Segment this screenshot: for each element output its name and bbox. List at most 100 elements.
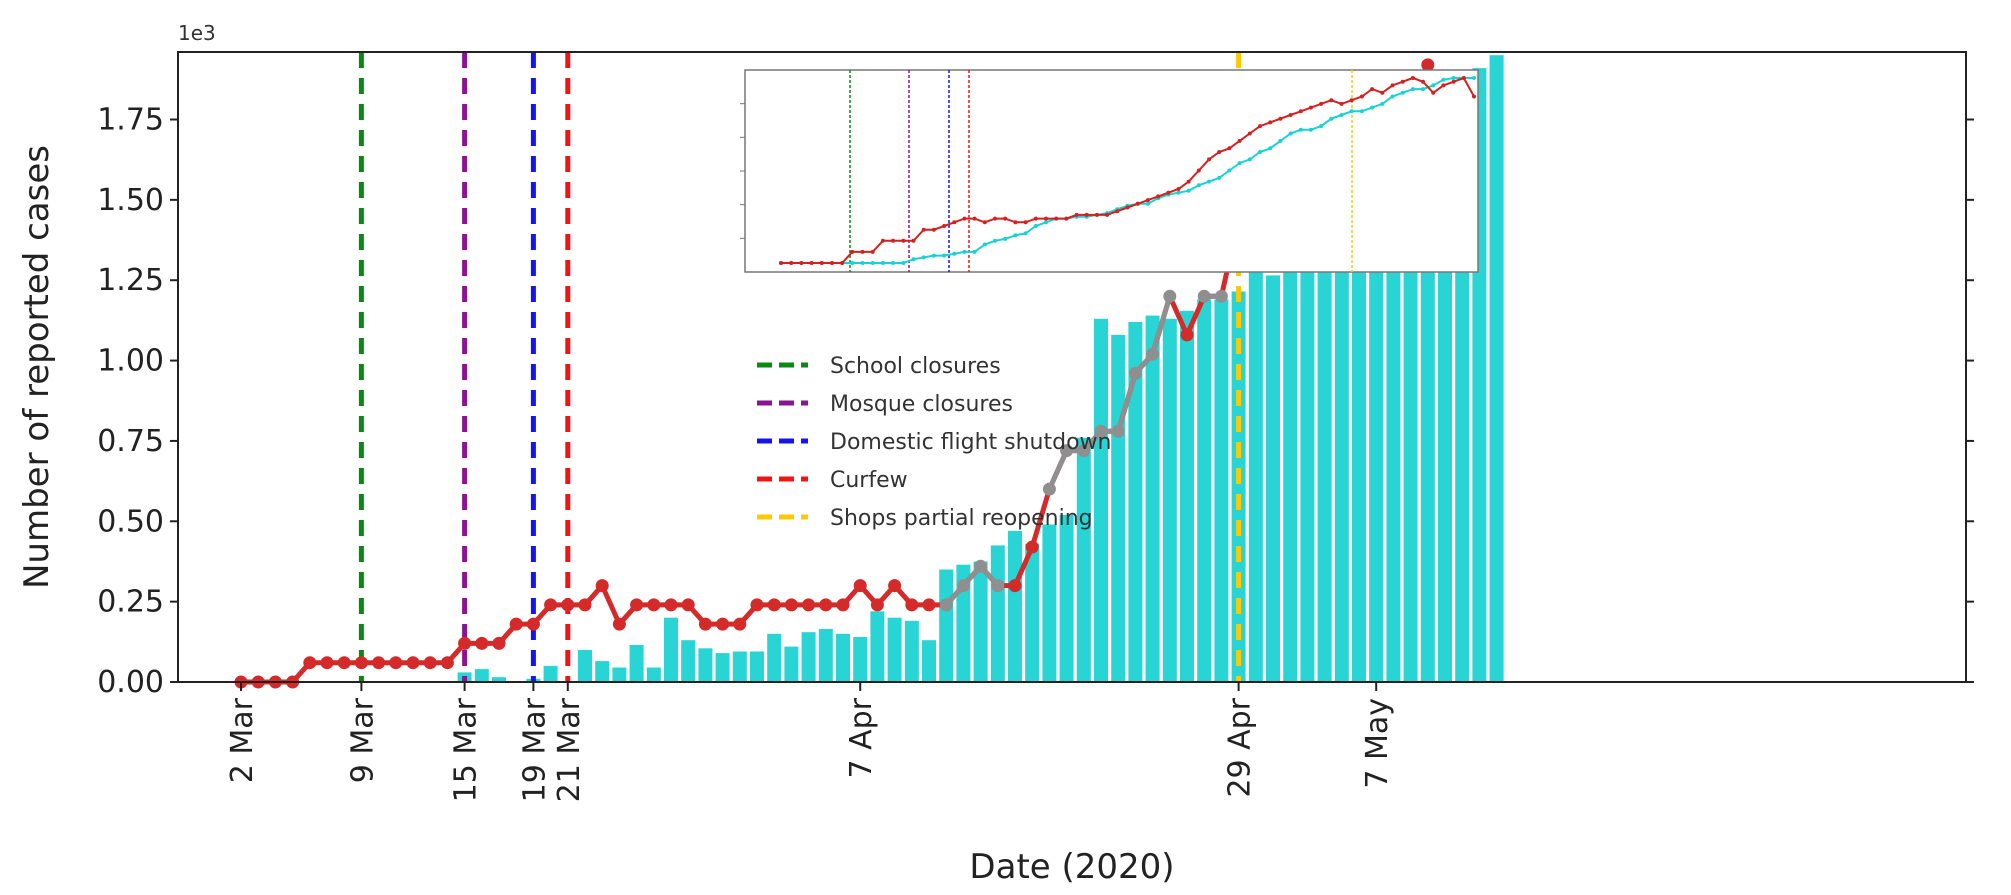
inset-red-line-point (1115, 209, 1120, 214)
inset-cyan-line-point (1247, 157, 1252, 162)
inset-cyan-line-point (1472, 76, 1476, 80)
x-tick-label: 7 May (1360, 698, 1395, 789)
series-point (1128, 366, 1142, 380)
inset-cyan-line-point (1380, 101, 1385, 106)
bar (1162, 318, 1177, 682)
inset-cyan-line-point (911, 257, 916, 262)
y-tick-label: 0.00 (97, 665, 164, 700)
bar (1076, 437, 1091, 682)
bar (887, 617, 902, 682)
bar (939, 569, 954, 682)
inset-red-line-point (1166, 190, 1171, 195)
series-point (1421, 58, 1435, 72)
bar (1248, 269, 1263, 682)
series-point (1042, 482, 1056, 496)
y-tick-label: 0.75 (97, 424, 164, 459)
inset-red-line-point (1237, 138, 1242, 143)
inset-red-line-point (1410, 76, 1415, 80)
inset-red-line-point (901, 238, 906, 243)
series-point (544, 598, 558, 612)
inset-cyan-line-point (1349, 109, 1354, 114)
inset-cyan-line-point (1258, 150, 1262, 154)
inset-cyan-line-point (993, 238, 997, 243)
inset-red-line-point (1380, 90, 1385, 95)
inset-cyan-line-point (1421, 87, 1425, 92)
inset-red-line-point (1125, 205, 1130, 210)
inset-cyan-line-point (972, 249, 977, 254)
series-point (1180, 328, 1194, 342)
inset-red-line-point (942, 224, 947, 228)
inset-cyan-line-point (1268, 146, 1273, 151)
inset-red-line-point (1339, 101, 1344, 106)
inset-cyan-line-point (1023, 231, 1028, 236)
inset-cyan-line-point (1044, 220, 1048, 225)
series-point (956, 579, 970, 593)
inset-red-line-point (1370, 87, 1375, 92)
y-axis-title: Number of reported cases (17, 145, 57, 589)
series-point (492, 636, 506, 650)
series-point (595, 579, 609, 593)
inset-cyan-line-point (982, 242, 987, 247)
bar (612, 667, 627, 682)
bar (750, 651, 764, 682)
legend-label: School closures (830, 354, 1001, 379)
bar (1025, 543, 1040, 682)
series-point (870, 598, 884, 612)
series-point (716, 617, 730, 631)
legend-label: Domestic flight shutdown (830, 430, 1112, 455)
bar (1300, 249, 1315, 682)
bar (715, 653, 730, 682)
series-point (406, 656, 420, 670)
inset-red-line-point (830, 261, 834, 265)
series-point (647, 598, 661, 612)
inset-cyan-line-point (1207, 179, 1211, 184)
inset-cyan-line-point (1176, 190, 1181, 195)
inset-red-line-point (1268, 120, 1273, 125)
series-point (819, 598, 833, 612)
inset-red-line-point (1298, 109, 1303, 114)
inset-red-line-point (1441, 83, 1446, 88)
inset-cyan-line-point (860, 261, 865, 265)
series-point (578, 598, 592, 612)
series-point (612, 617, 626, 631)
inset-red-line-point (789, 261, 794, 265)
inset-cyan-line-point (850, 261, 855, 265)
inset-red-line-point (1033, 216, 1038, 221)
series-point (681, 598, 695, 612)
bar (1197, 299, 1212, 682)
inset-plot (740, 69, 1479, 273)
x-tick-label: 7 Apr (844, 697, 879, 778)
series-point (1111, 424, 1125, 438)
y-tick-label: 1.75 (97, 103, 164, 138)
bar (698, 648, 713, 683)
inset-red-line-point (1472, 94, 1476, 99)
legend-label: Curfew (830, 468, 908, 493)
series-point (423, 656, 437, 670)
series-point (853, 579, 867, 593)
bar (870, 611, 885, 682)
x-tick-label: 29 Apr (1223, 697, 1258, 797)
x-tick-label: 21 Mar (552, 697, 587, 802)
inset-cyan-line-point (1217, 175, 1222, 180)
inset-red-line-point (880, 238, 885, 243)
inset-red-line-point (931, 227, 936, 232)
y-tick-label: 0.25 (97, 585, 164, 620)
bar (1128, 322, 1143, 682)
series-point (939, 598, 953, 612)
inset-cyan-line-point (1370, 105, 1375, 110)
series-point (1197, 289, 1211, 303)
inset-red-line-point (1217, 150, 1222, 154)
series-point (974, 559, 988, 573)
inset-cyan-line-point (1390, 94, 1395, 99)
inset-red-line-point (993, 216, 997, 221)
inset-red-line-point (1308, 105, 1313, 110)
series-point (475, 636, 489, 650)
inset-red-line-point (1064, 216, 1069, 221)
inset-red-line-point (1003, 216, 1008, 221)
inset-cyan-line-point (880, 261, 885, 265)
inset-red-line-point (1329, 98, 1334, 103)
bar (922, 640, 936, 682)
bar (784, 646, 799, 682)
inset-cyan-line-point (942, 253, 947, 258)
series-point (991, 579, 1005, 593)
